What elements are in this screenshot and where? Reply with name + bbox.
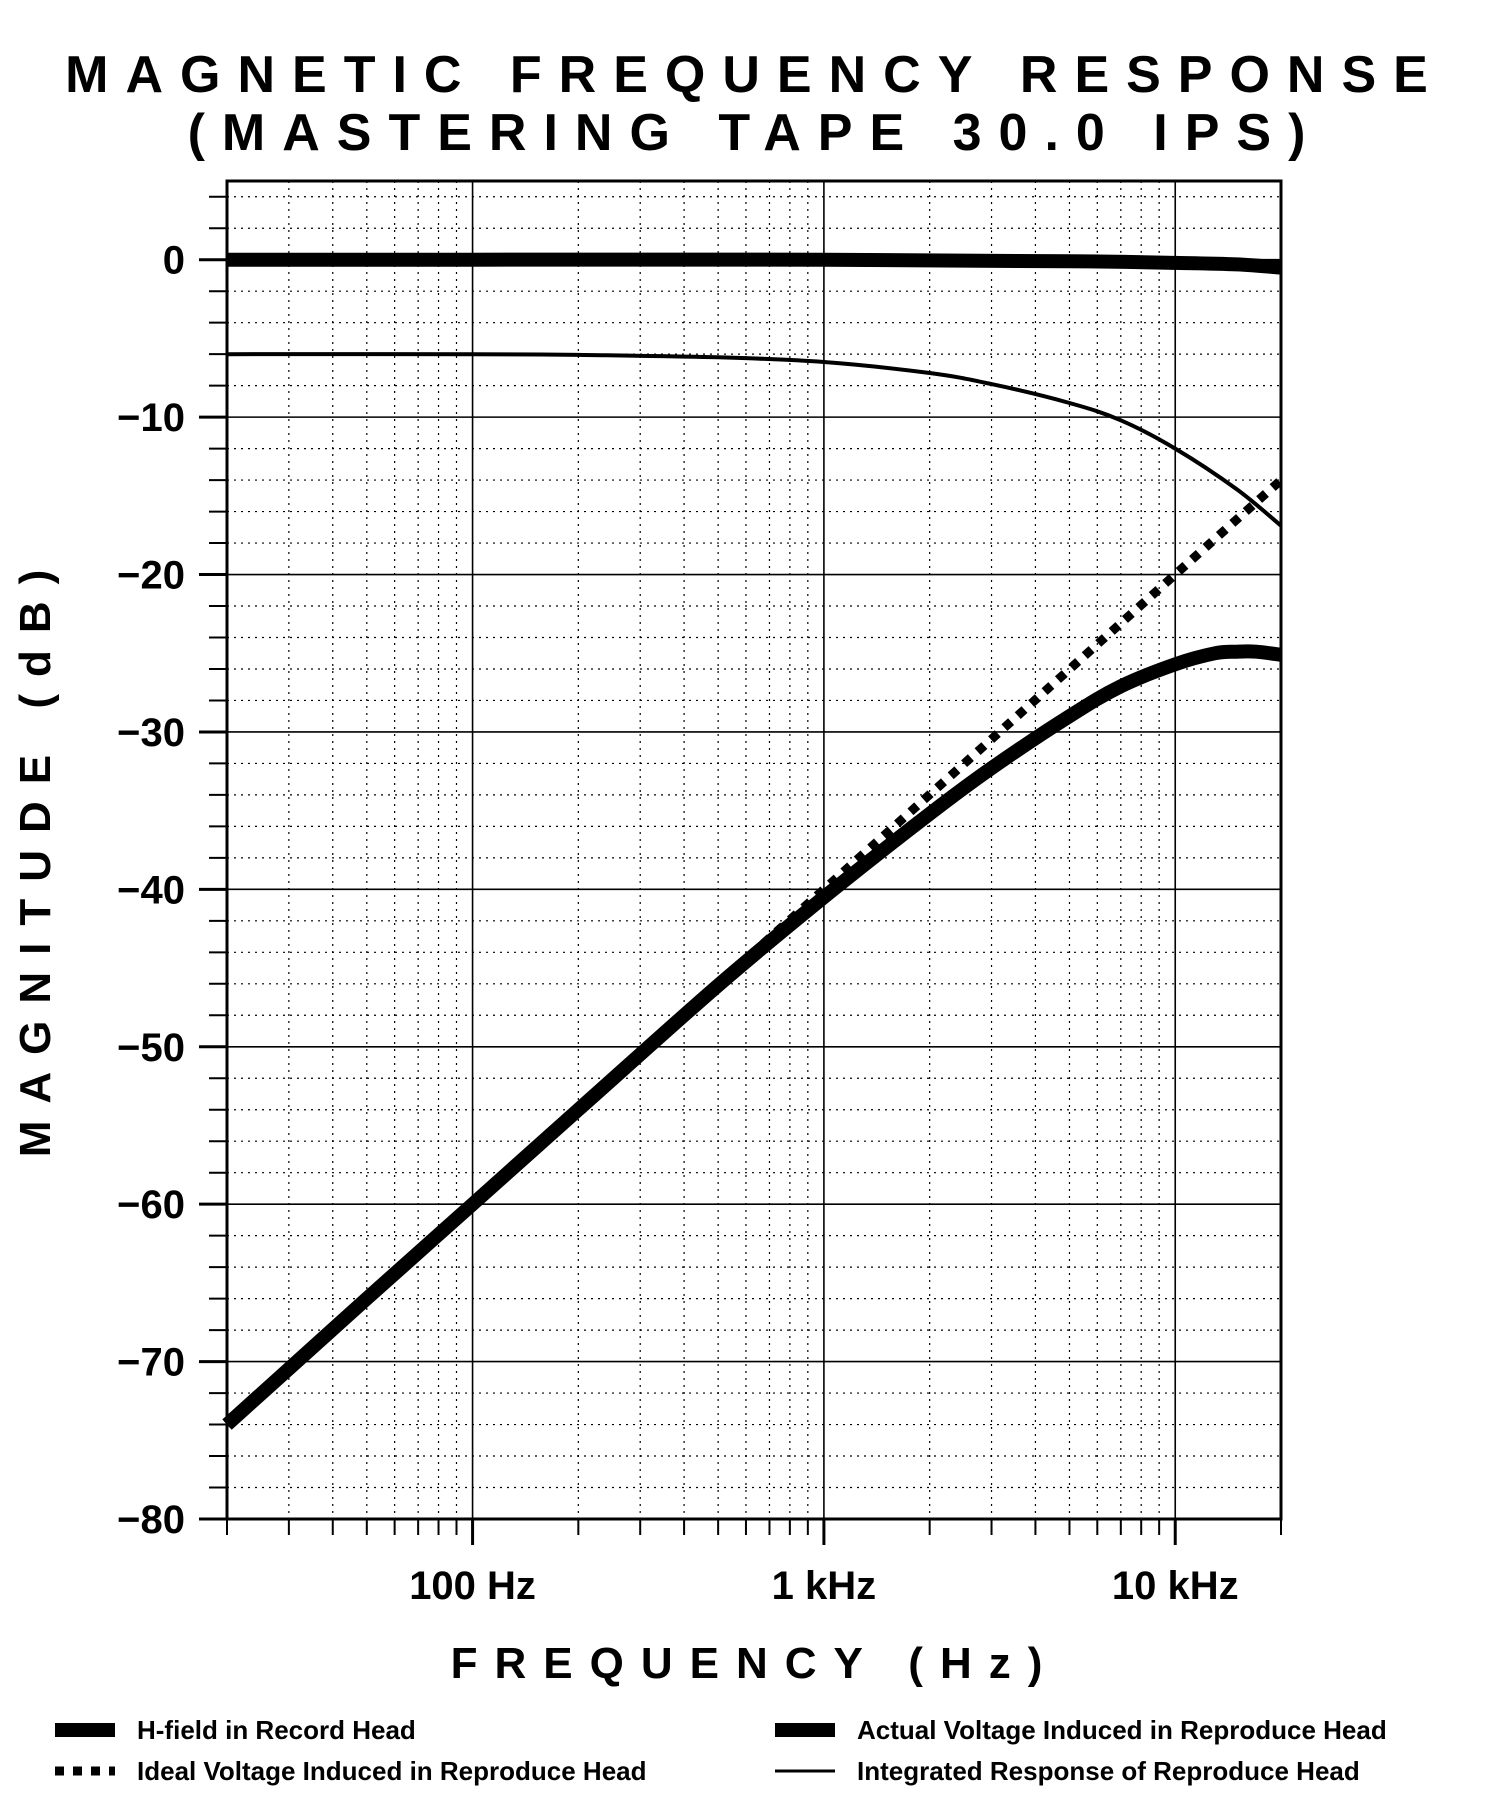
major-gridlines <box>227 181 1281 1520</box>
y-tick-label: −50 <box>117 1026 185 1070</box>
x-tick-label: 100 Hz <box>409 1564 536 1608</box>
chart-title: MAGNETIC FREQUENCY RESPONSE <box>65 46 1445 104</box>
y-tick-label: −60 <box>117 1183 185 1227</box>
y-tick-label: −10 <box>117 396 185 440</box>
x-axis-title: FREQUENCY (Hz) <box>451 1639 1060 1688</box>
y-tick-label: −40 <box>117 868 185 912</box>
y-tick-label: −20 <box>117 554 185 598</box>
y-tick-label: −70 <box>117 1341 185 1385</box>
plot-frame <box>225 179 1283 1521</box>
legend: H-field in Record Head Ideal Voltage Indu… <box>55 1715 1387 1786</box>
x-tick-labels: 100 Hz 1 kHz 10 kHz <box>409 1564 1238 1608</box>
y-tick-label: 0 <box>163 239 185 283</box>
x-tick-label: 10 kHz <box>1112 1564 1239 1608</box>
series-line-1 <box>227 252 1282 275</box>
legend-label: H-field in Record Head <box>137 1715 416 1745</box>
x-tick-label: 1 kHz <box>772 1564 877 1608</box>
y-tick-label: −80 <box>117 1498 185 1542</box>
y-tick-labels: 0 −10 −20 −30 −40 −50 −60 −70 −80 <box>117 239 185 1542</box>
series-line-3 <box>222 644 1282 1430</box>
y-axis-title: MAGNITUDE (dB) <box>11 553 60 1158</box>
legend-label: Actual Voltage Induced in Reproduce Head <box>857 1715 1387 1745</box>
legend-label: Integrated Response of Reproduce Head <box>857 1756 1360 1786</box>
legend-label: Ideal Voltage Induced in Reproduce Head <box>137 1756 647 1786</box>
axis-ticks <box>199 195 1282 1545</box>
y-tick-label: −30 <box>117 711 185 755</box>
minor-gridlines <box>226 181 1282 1519</box>
series-line-4 <box>226 352 1283 528</box>
chart-subtitle: (MASTERING TAPE 30.0 IPS) <box>188 104 1323 162</box>
series-layer <box>222 252 1284 1430</box>
